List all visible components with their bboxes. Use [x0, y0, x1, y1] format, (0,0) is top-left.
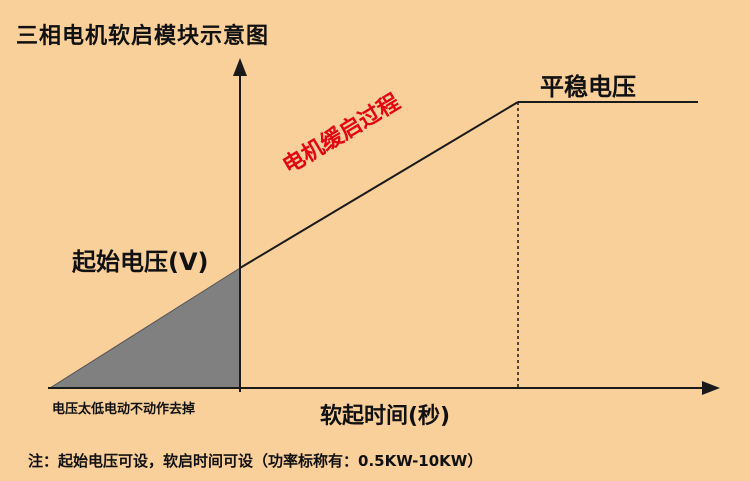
diagram-title: 三相电机软启模块示意图 [16, 24, 270, 49]
stable-voltage-label: 平稳电压 [540, 73, 636, 101]
soft-start-ramp [239, 101, 519, 269]
start-voltage-label: 起始电压(V) [72, 248, 209, 276]
y-axis-arrow-icon [233, 58, 247, 76]
low-voltage-note: 电压太低电动不动作去掉 [52, 402, 196, 417]
time-axis-label: 软起时间(秒) [320, 404, 451, 429]
footnote: 注：起始电压可设，软启时间可设（功率标称有：0.5KW-10KW） [28, 452, 483, 470]
x-axis-arrow-icon [702, 381, 720, 395]
low-voltage-region [48, 267, 241, 389]
